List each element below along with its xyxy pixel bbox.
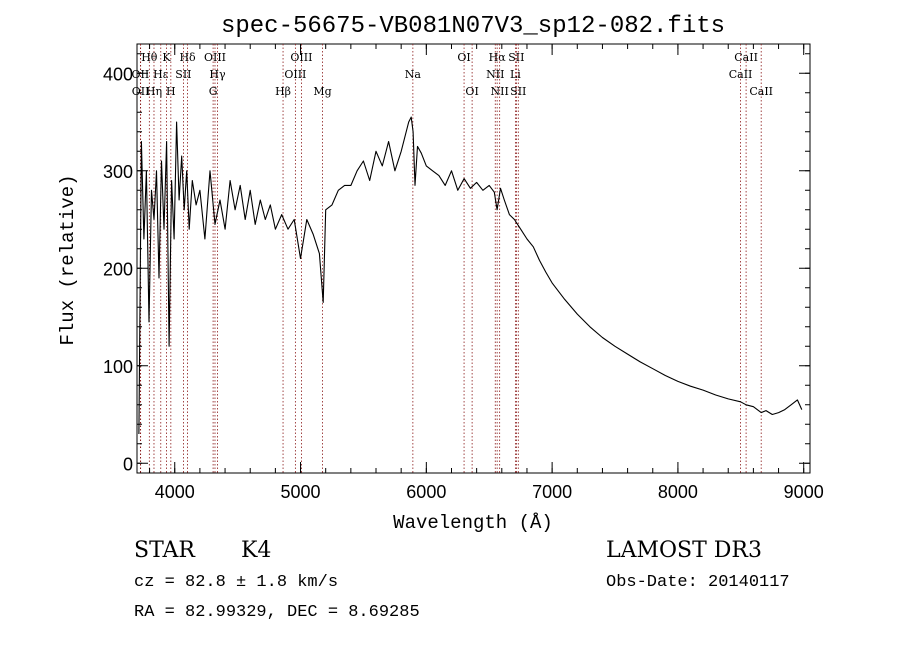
redshift-line: cz = 82.8 ± 1.8 km/s [134, 573, 339, 592]
line-marker-label-12: Hβ [275, 85, 291, 98]
line-marker-label-14: OIII [290, 51, 312, 64]
x-tick-label: 4000 [155, 482, 195, 502]
line-marker-label-3: Hε [153, 68, 169, 81]
y-tick-label: 200 [103, 259, 133, 279]
line-marker-label-17: OI [457, 51, 470, 64]
x-axis-label: Wavelength (Å) [393, 512, 553, 534]
line-marker-label-2: OII [132, 85, 150, 98]
survey-label: LAMOST DR3 [606, 538, 762, 563]
y-tick-label: 0 [123, 454, 133, 474]
x-tick-label: 5000 [281, 482, 321, 502]
line-marker-label-6: H [166, 85, 176, 98]
line-marker-label-0: Hθ [141, 51, 158, 64]
line-marker-label-27: CaII [749, 85, 773, 98]
coordinates-line: RA = 82.99329, DEC = 8.69285 [134, 603, 420, 622]
line-marker-label-25: CaII [734, 51, 758, 64]
x-tick-label: 6000 [406, 482, 446, 502]
line-marker-label-20: NII [486, 68, 504, 81]
line-marker-label-19: Hα [489, 51, 507, 64]
x-tick-label: 9000 [784, 482, 824, 502]
line-marker-label-13: OIII [284, 68, 306, 81]
line-marker-label-7: SII [175, 68, 191, 81]
line-marker-label-18: OI [465, 85, 478, 98]
class-label: STAR [134, 538, 195, 563]
line-marker-label-4: Hη [146, 85, 162, 98]
line-marker-label-10: Hγ [209, 68, 226, 81]
chart-title: spec-56675-VB081N07V3_sp12-082.fits [221, 13, 725, 40]
line-marker-label-22: SII [508, 51, 524, 64]
line-marker-label-11: G [209, 85, 218, 98]
line-marker-label-16: Na [405, 68, 422, 81]
y-tick-label: 100 [103, 357, 133, 377]
line-marker-label-21: NII [491, 85, 509, 98]
line-marker-label-9: OIII [204, 51, 226, 64]
line-marker-label-1: OII [132, 68, 150, 81]
plot-frame [136, 43, 811, 474]
line-marker-label-23: Li [510, 68, 521, 81]
x-tick-label: 8000 [658, 482, 698, 502]
x-tick-label: 7000 [532, 482, 572, 502]
y-tick-label: 300 [103, 162, 133, 182]
line-marker-label-8: Hδ [179, 51, 196, 64]
line-marker-label-26: CaII [729, 68, 753, 81]
line-marker-label-15: Mg [313, 85, 331, 98]
obs-date: Obs-Date: 20140117 [606, 573, 790, 592]
subclass-label: K4 [241, 538, 272, 563]
line-marker-label-5: K [162, 51, 171, 64]
y-tick-label: 400 [103, 64, 133, 84]
series-line-flux [138, 116, 803, 435]
y-axis-label: Flux (relative) [57, 174, 79, 345]
line-marker-label-24: SII [510, 85, 526, 98]
